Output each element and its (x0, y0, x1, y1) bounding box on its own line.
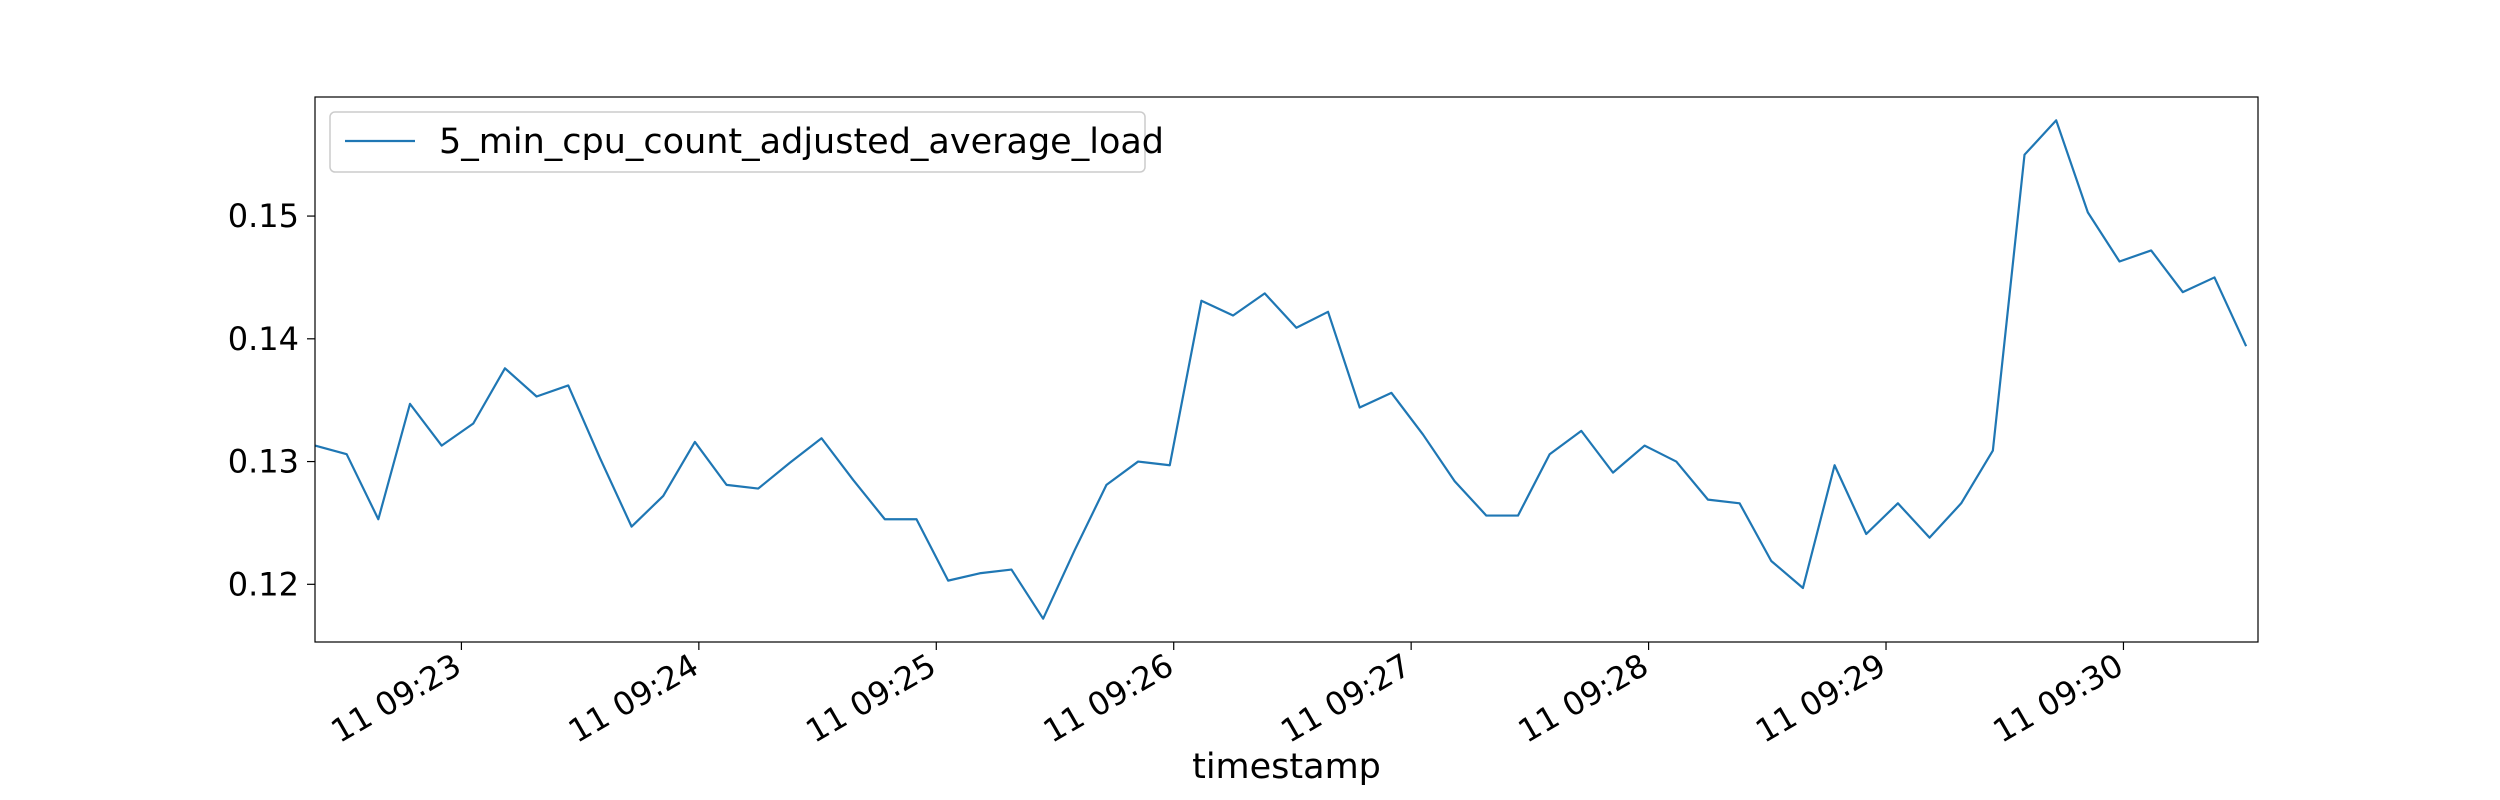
legend-entry-label: 5_min_cpu_count_adjusted_average_load (439, 122, 1164, 162)
y-tick-label: 0.14 (228, 320, 299, 358)
y-tick-label: 0.13 (228, 443, 299, 481)
y-tick-label: 0.12 (228, 565, 299, 603)
y-tick-label: 0.15 (228, 197, 299, 235)
legend: 5_min_cpu_count_adjusted_average_load (330, 112, 1164, 172)
x-axis-label: timestamp (1192, 747, 1381, 787)
